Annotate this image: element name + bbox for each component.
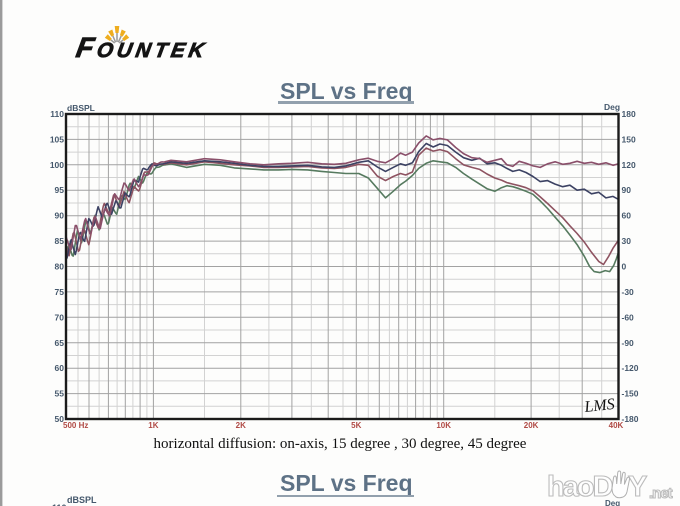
svg-text:150: 150 bbox=[622, 134, 636, 144]
svg-text:haoD: haoD bbox=[547, 471, 613, 503]
svg-text:LMS: LMS bbox=[583, 396, 616, 416]
svg-text:2K: 2K bbox=[236, 421, 246, 430]
svg-text:60: 60 bbox=[55, 363, 65, 373]
svg-text:-30: -30 bbox=[622, 287, 635, 297]
svg-text:40K: 40K bbox=[609, 421, 624, 430]
svg-text:90: 90 bbox=[622, 185, 632, 195]
svg-text:dBSPL: dBSPL bbox=[67, 103, 95, 113]
svg-text:95: 95 bbox=[55, 185, 65, 195]
svg-text:FOUNTEK: FOUNTEK bbox=[74, 31, 211, 63]
svg-text:.net: .net bbox=[649, 485, 673, 502]
svg-text:5K: 5K bbox=[351, 421, 361, 430]
svg-text:55: 55 bbox=[55, 389, 65, 399]
svg-text:110: 110 bbox=[50, 109, 64, 119]
svg-text:-90: -90 bbox=[622, 338, 635, 348]
svg-text:500 Hz: 500 Hz bbox=[63, 421, 88, 430]
svg-text:65: 65 bbox=[55, 338, 65, 348]
svg-text:-120: -120 bbox=[622, 363, 639, 373]
svg-text:0: 0 bbox=[622, 262, 627, 272]
svg-text:70: 70 bbox=[55, 312, 65, 322]
svg-text:75: 75 bbox=[55, 287, 65, 297]
svg-text:85: 85 bbox=[55, 236, 65, 246]
svg-text:90: 90 bbox=[55, 211, 65, 221]
svg-text:180: 180 bbox=[622, 109, 636, 119]
svg-text:120: 120 bbox=[622, 160, 636, 170]
svg-text:10K: 10K bbox=[436, 421, 451, 430]
svg-text:20K: 20K bbox=[524, 421, 539, 430]
svg-text:1K: 1K bbox=[148, 421, 158, 430]
svg-text:-180: -180 bbox=[622, 414, 639, 424]
svg-text:Deg: Deg bbox=[604, 102, 620, 112]
svg-text:-150: -150 bbox=[622, 389, 639, 399]
svg-text:50: 50 bbox=[55, 414, 65, 424]
svg-text:Y: Y bbox=[628, 471, 647, 503]
svg-text:60: 60 bbox=[622, 211, 632, 221]
svg-text:100: 100 bbox=[50, 160, 64, 170]
svg-text:105: 105 bbox=[50, 134, 64, 144]
svg-text:80: 80 bbox=[55, 262, 65, 272]
svg-text:30: 30 bbox=[622, 236, 632, 246]
svg-text:-60: -60 bbox=[622, 312, 635, 322]
